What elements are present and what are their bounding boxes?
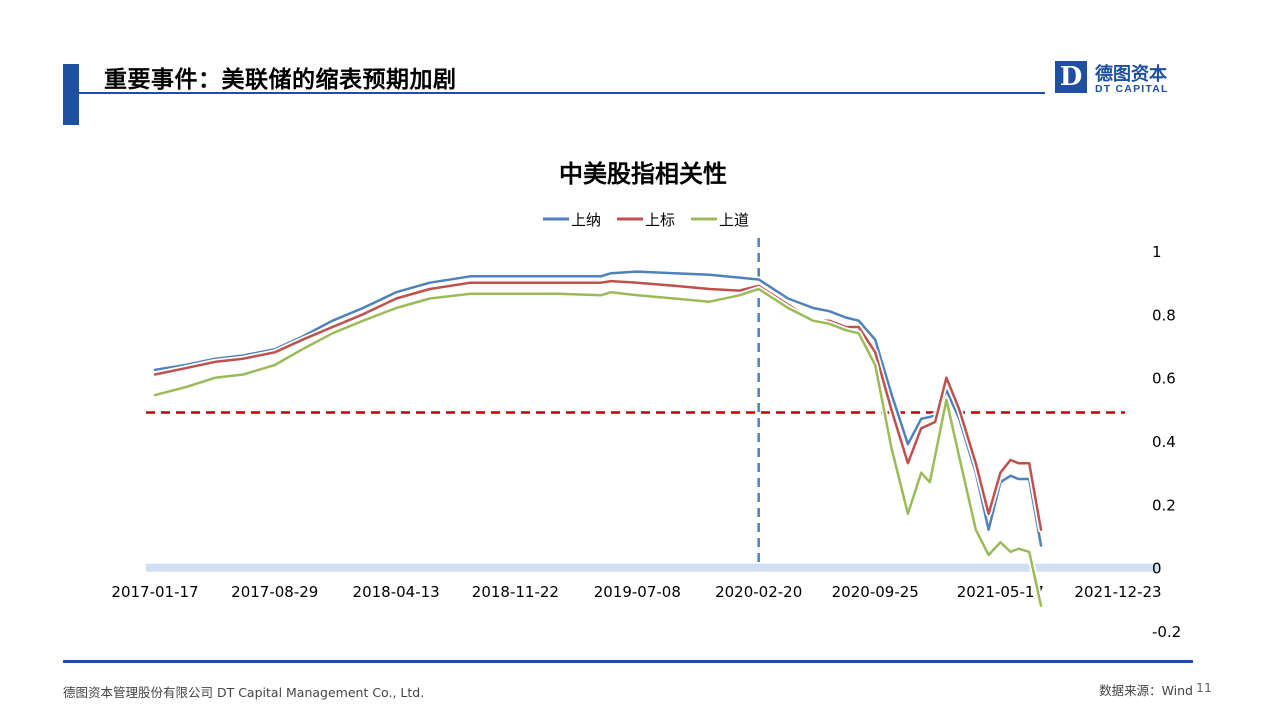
title-accent-bar xyxy=(63,64,79,125)
y-tick-label: 0.4 xyxy=(1152,433,1176,451)
zero-axis-band xyxy=(146,563,1160,572)
x-tick-label: 2018-04-13 xyxy=(353,583,440,601)
series-line-2 xyxy=(153,287,1043,607)
legend-label-2: 上道 xyxy=(719,211,749,229)
page-number: 11 xyxy=(1196,680,1212,695)
y-tick-label: 0 xyxy=(1152,560,1162,578)
logo-mark-icon: D xyxy=(1055,61,1087,93)
y-tick-label: 0.6 xyxy=(1152,370,1176,388)
logo-english-name: DT CAPITAL xyxy=(1095,83,1169,95)
x-tick-label: 2021-12-23 xyxy=(1074,583,1161,601)
x-tick-label: 2017-01-17 xyxy=(111,583,198,601)
page-title: 重要事件：美联储的缩表预期加剧 xyxy=(104,67,457,93)
footer-divider xyxy=(63,660,1193,663)
chart-title: 中美股指相关性 xyxy=(559,160,727,188)
footer-source: 数据来源：Wind xyxy=(1099,683,1193,698)
series-halo-1 xyxy=(152,278,1044,533)
footer-company: 德图资本管理股份有限公司 DT Capital Management Co., … xyxy=(63,685,425,700)
company-logo: D 德图资本 DT CAPITAL xyxy=(1055,60,1195,98)
x-tick-label: 2017-08-29 xyxy=(231,583,318,601)
y-tick-label: 1 xyxy=(1152,243,1162,261)
series-line-1 xyxy=(153,279,1043,531)
legend-label-1: 上标 xyxy=(645,211,675,229)
y-tick-label: 0.8 xyxy=(1152,306,1176,324)
y-tick-label: 0.2 xyxy=(1152,496,1176,514)
x-tick-label: 2021-05-17 xyxy=(957,583,1044,601)
x-tick-label: 2020-02-20 xyxy=(715,583,802,601)
logo-chinese-name: 德图资本 xyxy=(1095,64,1167,85)
x-tick-label: 2019-07-08 xyxy=(594,583,681,601)
legend-label-0: 上纳 xyxy=(571,211,601,229)
x-tick-label: 2020-09-25 xyxy=(832,583,919,601)
series-halo-2 xyxy=(152,286,1044,609)
y-tick-label: -0.2 xyxy=(1152,623,1181,641)
title-divider xyxy=(63,92,1045,94)
x-tick-label: 2018-11-22 xyxy=(472,583,559,601)
